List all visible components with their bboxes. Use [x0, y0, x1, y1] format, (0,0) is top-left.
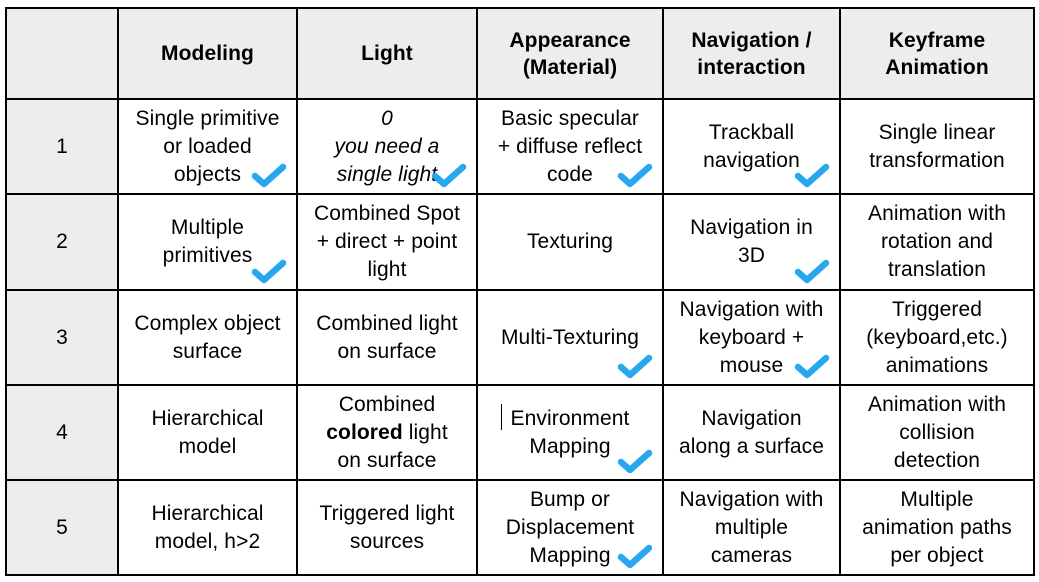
row-level-3: 3 [5, 289, 119, 386]
cell-light-level-2: Combined Spot + direct + point light [296, 193, 478, 291]
row-level-5: 5 [5, 479, 119, 576]
cell-keyframe-level-2: Animation with rotation and translation [839, 193, 1035, 291]
cell-text: Texturing [526, 230, 614, 253]
column-header-label: Light [361, 42, 413, 65]
checkmark-icon [617, 354, 653, 379]
cell-light-level-4: Combined colored light on surface [296, 384, 478, 481]
corner-cell [5, 7, 119, 100]
column-header-navigation: Navigation / interaction [662, 7, 841, 100]
cell-navigation-level-1: Trackball navigation [662, 98, 841, 195]
text-cursor [501, 404, 502, 430]
row-level-label: 1 [56, 134, 68, 158]
cell-text: Hierarchical model, h>2 [151, 501, 264, 553]
cell-text: Complex object surface [134, 311, 281, 363]
column-header-light: Light [296, 7, 478, 100]
column-header-label: Navigation / interaction [691, 28, 812, 79]
cell-text: Bump or Displacement Mapping [505, 487, 635, 567]
cell-modeling-level-1: Single primitive or loaded objects [117, 98, 298, 195]
cell-text: Triggered light sources [319, 501, 455, 553]
checkmark-icon [617, 163, 653, 188]
cell-appearance-level-1: Basic specular + diffuse reflect code [476, 98, 664, 195]
cell-navigation-level-2: Navigation in 3D [662, 193, 841, 291]
cell-text: Combined colored light on surface [323, 391, 451, 475]
cell-modeling-level-3: Complex object surface [117, 289, 298, 386]
cell-modeling-level-5: Hierarchical model, h>2 [117, 479, 298, 576]
cell-text: Multiple primitives [162, 216, 253, 267]
cell-text: Multiple animation paths per object [862, 487, 1012, 567]
checkmark-icon [794, 354, 830, 379]
row-level-1: 1 [5, 98, 119, 195]
cell-appearance-level-4: Environment Mapping [476, 384, 664, 481]
cell-navigation-level-5: Navigation with multiple cameras [662, 479, 841, 576]
cell-text: Navigation along a surface [678, 406, 825, 458]
cell-text: Combined light on surface [316, 311, 458, 363]
column-header-label: Appearance (Material) [509, 28, 631, 79]
cell-text: Single linear transformation [869, 120, 1005, 172]
checkmark-icon [251, 163, 287, 188]
cell-text: Environment Mapping [510, 406, 630, 458]
checkmark-icon [794, 163, 830, 188]
row-level-label: 2 [56, 230, 68, 253]
cell-text: Navigation with multiple cameras [679, 487, 824, 567]
cell-text: Combined Spot + direct + point light [313, 202, 461, 281]
column-header-modeling: Modeling [117, 7, 298, 100]
cell-navigation-level-3: Navigation with keyboard + mouse [662, 289, 841, 386]
cell-appearance-level-3: Multi-Texturing [476, 289, 664, 386]
row-level-4: 4 [5, 384, 119, 481]
cell-text: Animation with collision detection [868, 392, 1006, 472]
cell-text: Animation with rotation and translation [868, 202, 1006, 281]
checkmark-icon [431, 163, 467, 188]
cell-appearance-level-2: Texturing [476, 193, 664, 291]
cell-text: Trackball navigation [703, 120, 800, 172]
cell-keyframe-level-4: Animation with collision detection [839, 384, 1035, 481]
row-level-label: 3 [56, 325, 68, 349]
column-header-label: Modeling [161, 42, 254, 65]
checkmark-icon [251, 259, 287, 284]
cell-text: Basic specular + diffuse reflect code [497, 106, 643, 186]
cell-text: Navigation with keyboard + mouse [679, 297, 824, 377]
row-level-label: 5 [56, 515, 68, 539]
checkmark-icon [617, 449, 653, 474]
row-level-2: 2 [5, 193, 119, 291]
cell-text: Single primitive or loaded objects [135, 106, 280, 186]
cell-text-part: light on surface [337, 420, 448, 472]
cell-text: Hierarchical model [151, 406, 264, 458]
cell-text: Navigation in 3D [690, 216, 813, 267]
cell-modeling-level-4: Hierarchical model [117, 384, 298, 481]
cell-light-level-1: 0 you need a single light [296, 98, 478, 195]
cell-text: Multi-Texturing [500, 325, 640, 349]
feature-matrix-table: Modeling Light Appearance (Material) Naviga… [5, 7, 1035, 576]
column-header-keyframe: Keyframe Animation [839, 7, 1035, 100]
row-level-label: 4 [56, 420, 68, 444]
cell-text: Triggered (keyboard,etc.) animations [866, 297, 1008, 377]
cell-light-level-3: Combined light on surface [296, 289, 478, 386]
emphasized-word: colored [326, 420, 403, 444]
cell-appearance-level-5: Bump or Displacement Mapping [476, 479, 664, 576]
cell-keyframe-level-3: Triggered (keyboard,etc.) animations [839, 289, 1035, 386]
cell-light-level-5: Triggered light sources [296, 479, 478, 576]
column-header-label: Keyframe Animation [885, 28, 989, 79]
cell-keyframe-level-5: Multiple animation paths per object [839, 479, 1035, 576]
cell-keyframe-level-1: Single linear transformation [839, 98, 1035, 195]
cell-navigation-level-4: Navigation along a surface [662, 384, 841, 481]
cell-text-part: Combined [338, 392, 436, 416]
cell-modeling-level-2: Multiple primitives [117, 193, 298, 291]
checkmark-icon [794, 259, 830, 284]
checkmark-icon [617, 544, 653, 569]
cell-text: 0 you need a single light [334, 106, 440, 186]
column-header-appearance: Appearance (Material) [476, 7, 664, 100]
